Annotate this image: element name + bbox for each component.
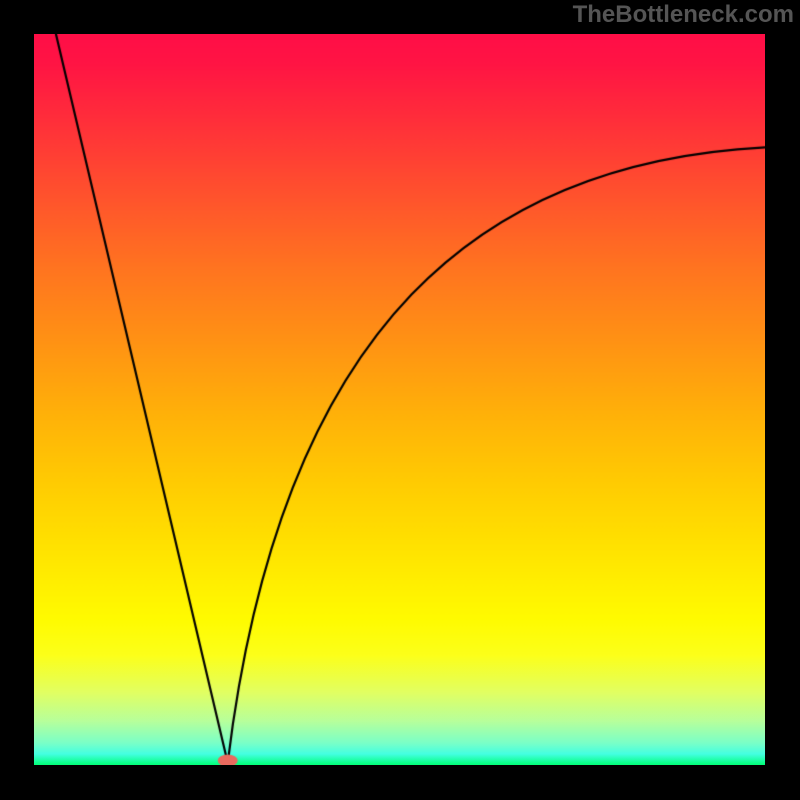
bottleneck-curve [34,34,765,765]
plot-area [34,34,765,765]
watermark-text: TheBottleneck.com [573,1,794,29]
chart-stage: TheBottleneck.com [0,0,800,800]
